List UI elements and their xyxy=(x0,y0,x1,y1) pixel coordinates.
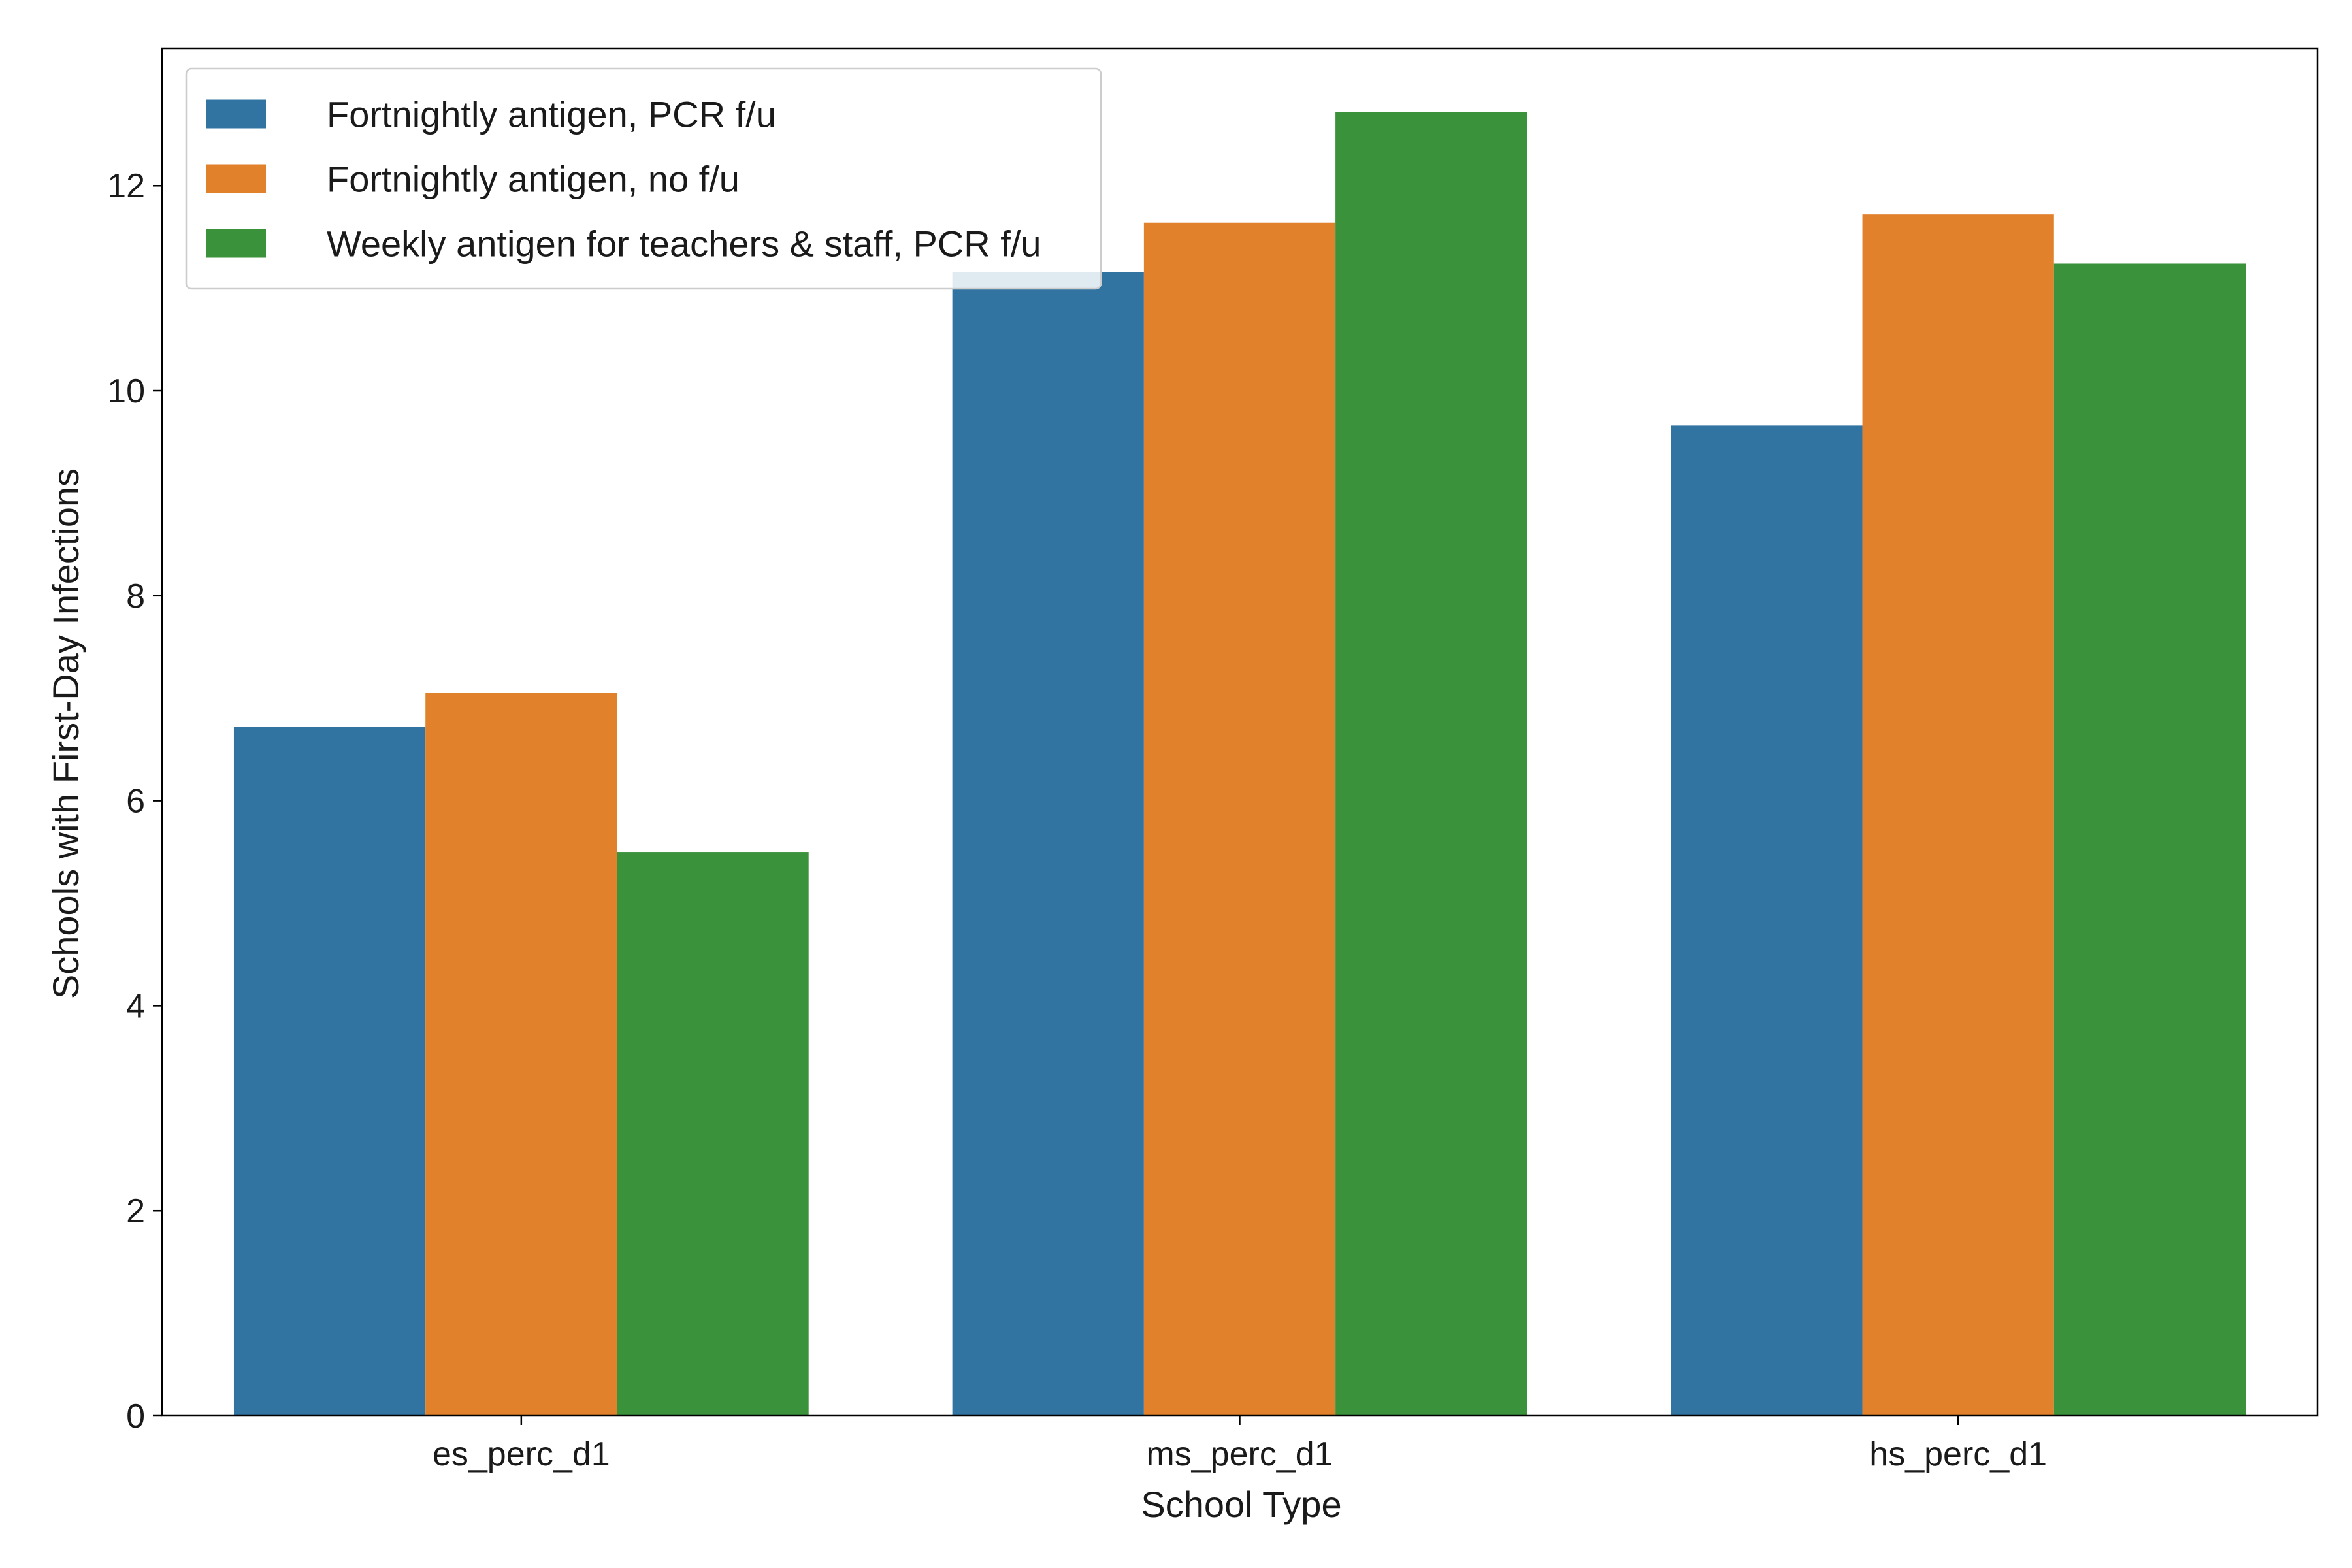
legend-label-series-3: Weekly antigen for teachers & staff, PCR… xyxy=(327,223,1041,265)
axes-layer: 0 2 4 6 8 10 12 es_perc_d1 ms_perc_d1 hs_perc_d1 xyxy=(107,47,2319,1473)
legend-swatch-series-3 xyxy=(206,229,266,258)
bar-es_perc_d1-series-1 xyxy=(233,727,426,1416)
bar-hs_perc_d1-series-1 xyxy=(1671,425,1863,1416)
x-axis-title: School Type xyxy=(1141,1484,1341,1525)
legend-box xyxy=(185,67,1102,290)
bar-ms_perc_d1-series-2 xyxy=(1143,222,1336,1416)
y-tick-label: 8 xyxy=(126,578,145,615)
bar-hs_perc_d1-series-3 xyxy=(2053,263,2246,1416)
x-tick-label-es_perc_d1: es_perc_d1 xyxy=(433,1435,610,1473)
y-tick-label: 4 xyxy=(126,987,145,1025)
legend: Fortnightly antigen, PCR f/u Fortnightly … xyxy=(185,67,1102,290)
legend-label-series-1: Fortnightly antigen, PCR f/u xyxy=(327,94,776,135)
x-tick-label-ms_perc_d1: ms_perc_d1 xyxy=(1146,1435,1333,1473)
y-tick-label: 12 xyxy=(107,167,145,205)
y-tick-label: 0 xyxy=(126,1397,145,1435)
x-tick-label-hs_perc_d1: hs_perc_d1 xyxy=(1869,1435,2047,1473)
legend-swatch-series-1 xyxy=(206,99,266,129)
bars-layer xyxy=(233,112,2246,1416)
legend-label-series-2: Fortnightly antigen, no f/u xyxy=(327,159,740,200)
bar-hs_perc_d1-series-2 xyxy=(1862,214,2054,1416)
y-tick-label: 2 xyxy=(126,1192,145,1230)
bar-ms_perc_d1-series-1 xyxy=(952,272,1144,1416)
y-axis-title: Schools with First-Day Infections xyxy=(45,468,86,999)
y-tick-label: 10 xyxy=(107,372,145,410)
y-tick-label: 6 xyxy=(126,783,145,821)
bar-es_perc_d1-series-3 xyxy=(617,852,809,1416)
bar-ms_perc_d1-series-3 xyxy=(1335,112,1527,1416)
legend-swatch-series-2 xyxy=(206,164,266,193)
bar-es_perc_d1-series-2 xyxy=(425,693,617,1416)
